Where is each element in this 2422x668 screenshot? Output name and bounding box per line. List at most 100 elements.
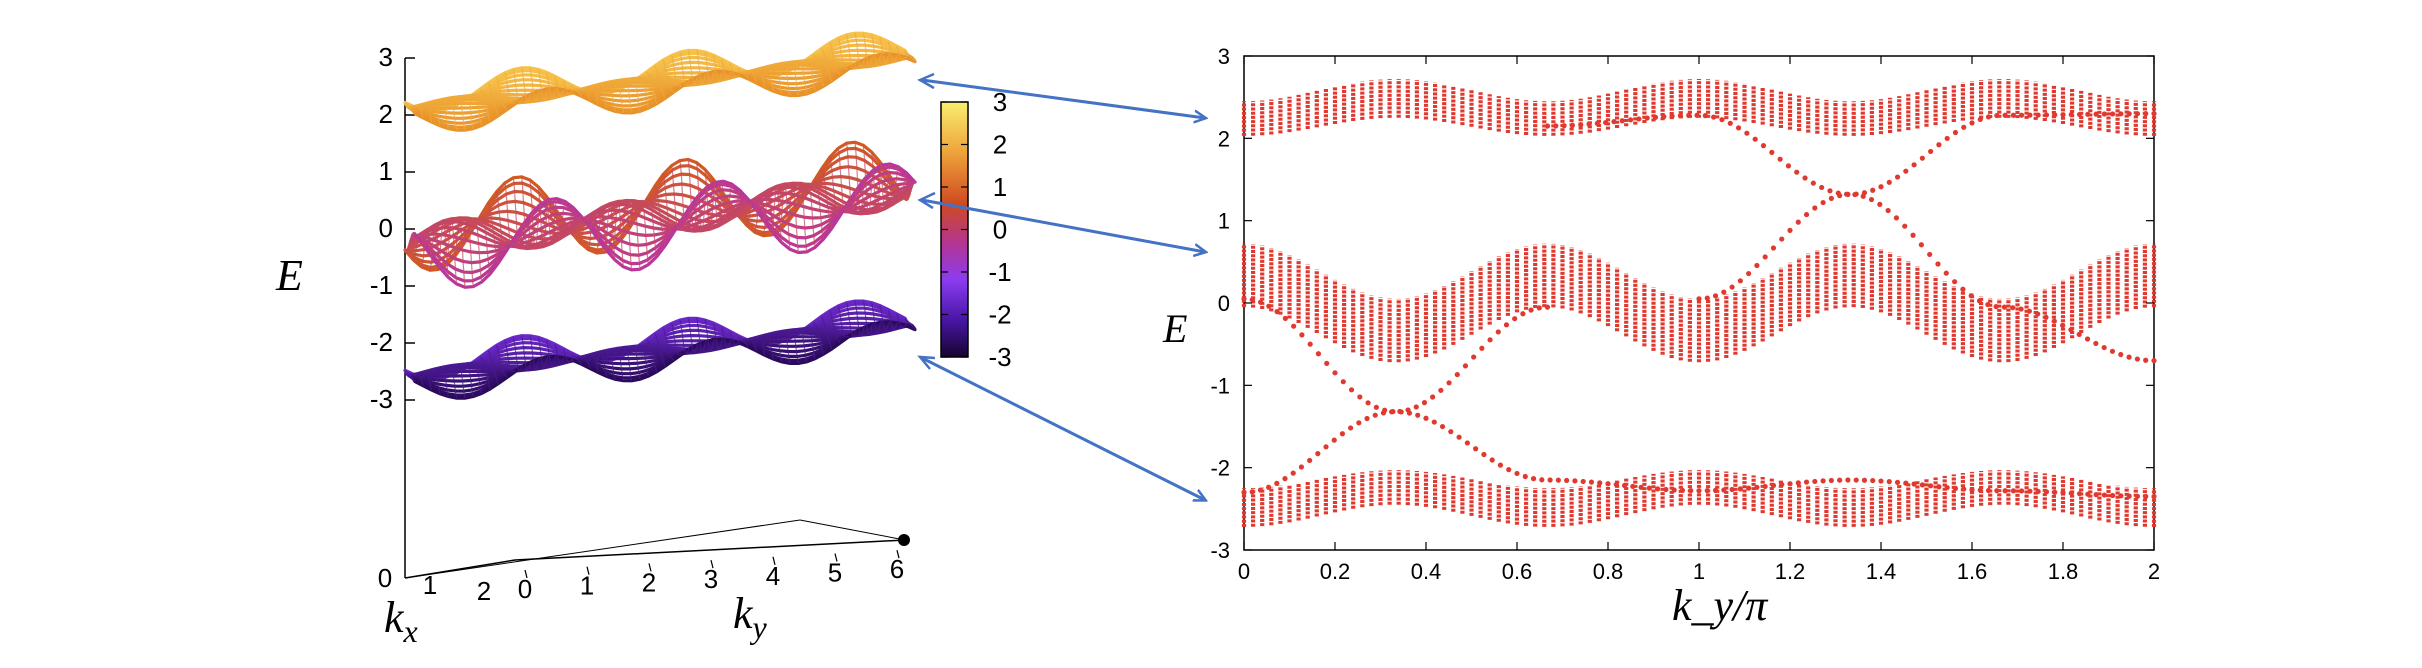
surface-line — [537, 337, 549, 369]
surface-line — [829, 156, 841, 217]
edge-point — [1787, 481, 1793, 487]
edge-point — [2126, 111, 2132, 117]
edge-point — [2143, 493, 2149, 500]
edge-point — [1539, 477, 1545, 483]
edge-point — [1952, 129, 1959, 136]
edge-lower-b — [1696, 111, 2157, 302]
kx-back-axis-line — [799, 519, 906, 541]
kx-axis-sub: x — [403, 613, 418, 649]
surface-line — [637, 76, 649, 109]
edge-point — [1704, 488, 1710, 494]
edge-point — [1506, 467, 1512, 473]
edge-point — [2060, 112, 2066, 118]
edge-point — [1828, 195, 1834, 201]
surface-line — [654, 185, 666, 246]
edge-point — [1878, 184, 1884, 190]
edge-point — [1969, 487, 1975, 493]
edge-point — [2060, 322, 2066, 328]
edge-point — [2043, 112, 2050, 118]
surface-line — [763, 65, 774, 92]
edge-point — [1456, 434, 1462, 440]
surface-line — [679, 52, 691, 87]
surface-line — [613, 79, 624, 113]
edge-point — [1307, 457, 1313, 464]
edge-point — [2110, 111, 2116, 117]
surface-line — [896, 313, 908, 328]
edge-point — [1812, 205, 1818, 211]
edge-point — [1903, 480, 1909, 486]
surface-line — [737, 198, 749, 218]
edge-point — [1348, 425, 1354, 431]
surface-line — [804, 59, 816, 91]
edge-point — [2076, 491, 2083, 497]
z-tick-label: 3 — [379, 42, 393, 72]
z-tick-label: 2 — [379, 99, 393, 129]
surface-line — [454, 216, 466, 288]
edge-point — [1754, 262, 1760, 269]
surface-middle — [403, 140, 917, 289]
z-tick-label: 0 — [379, 213, 393, 243]
edge-point — [1644, 115, 1650, 121]
edge-point — [1993, 304, 1999, 310]
surface-line — [654, 65, 666, 99]
arrow-middle-start-head — [917, 191, 936, 210]
edge-point — [1968, 293, 1974, 299]
surface-line — [562, 80, 574, 95]
edge-point — [1870, 187, 1876, 193]
surface-line — [512, 177, 524, 249]
surface-line — [571, 84, 583, 97]
ky-axis-title: ky — [733, 589, 768, 645]
edge-point — [1894, 174, 1901, 180]
x-tick-label: 0.2 — [1320, 559, 1351, 584]
surface-line — [771, 184, 783, 243]
surface-line — [562, 348, 574, 363]
surface-line — [837, 305, 849, 338]
surface-line — [454, 95, 466, 131]
x-tick-label: 0 — [1238, 559, 1250, 584]
edge-point — [1307, 341, 1313, 347]
edge-point — [2118, 351, 2124, 358]
edge-point — [1729, 486, 1735, 493]
edge-point — [1837, 477, 1843, 483]
edge-point — [1397, 408, 1403, 415]
edge-point — [1704, 295, 1710, 301]
surface-line — [496, 77, 508, 111]
surface-line — [512, 337, 524, 372]
colorbar-tick-label: -1 — [988, 257, 1011, 287]
surface-line — [746, 338, 758, 352]
edge-point — [1878, 478, 1884, 484]
edge-point — [1274, 480, 1280, 486]
edge-point — [2010, 112, 2016, 118]
edge-point — [1536, 305, 1542, 311]
surface-line — [696, 318, 707, 353]
surface-line — [554, 76, 566, 97]
edge-point — [1927, 251, 1933, 258]
surface-line — [687, 318, 699, 354]
surface-line — [537, 69, 549, 101]
kx-axis-title: kx — [384, 593, 418, 649]
surface-line — [504, 72, 516, 105]
surface-line — [746, 70, 758, 84]
edge-point — [1547, 477, 1553, 483]
surface-line — [871, 34, 882, 67]
edge-point — [1544, 304, 1551, 310]
edge-point — [1274, 309, 1280, 315]
surface-line — [896, 172, 908, 201]
surface-line — [846, 143, 858, 214]
connector-arrows — [917, 72, 1205, 500]
edge-point — [1603, 119, 1609, 126]
surface-line — [729, 63, 741, 78]
x-tick-label: 1.8 — [2048, 559, 2079, 584]
surface-line — [479, 356, 491, 390]
edge-point — [2027, 112, 2033, 118]
x-tick-group: 0 0.2 0.4 0.6 0.8 1 1.2 1.4 1.6 1.8 2 — [1238, 56, 2160, 584]
edge-point — [2052, 489, 2058, 495]
y-tick-label: -2 — [1210, 456, 1230, 481]
surface-line — [646, 339, 658, 372]
surface-line — [471, 94, 483, 126]
edge-point — [1688, 488, 1694, 494]
surface-line — [804, 183, 816, 248]
edge-point — [1752, 136, 1758, 142]
surface-line — [429, 223, 441, 271]
